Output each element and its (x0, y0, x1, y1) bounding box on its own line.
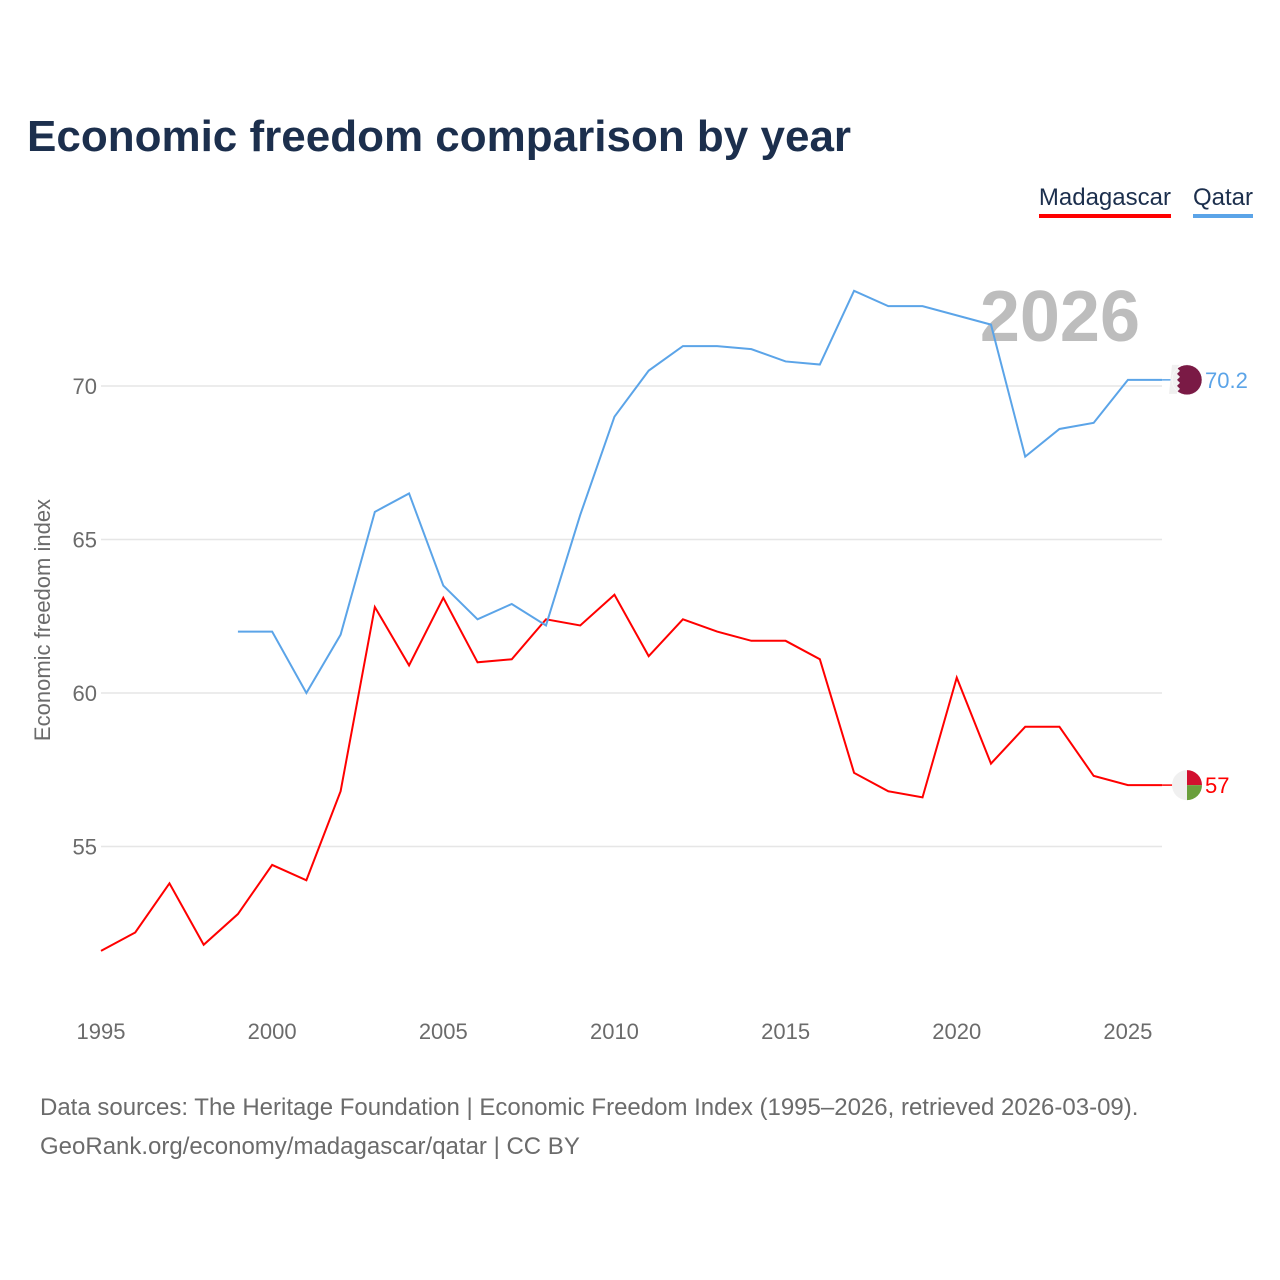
y-tick-label: 55 (73, 835, 97, 860)
series-line-qatar (237, 289, 1163, 696)
x-tick-label: 2005 (419, 1019, 468, 1044)
source-line-1: Data sources: The Heritage Foundation | … (40, 1094, 1139, 1121)
x-tick-label: 2020 (932, 1019, 981, 1044)
x-tick-label: 2010 (590, 1019, 639, 1044)
end-value-label: 70.2 (1205, 368, 1248, 393)
x-tick-label: 1995 (77, 1019, 126, 1044)
qatar-flag-icon (1169, 364, 1203, 396)
series-line-madagascar (100, 593, 1163, 952)
source-note: Data sources: The Heritage Foundation | … (40, 1088, 1138, 1166)
y-tick-label: 65 (73, 528, 97, 553)
legend: Madagascar Qatar (1038, 184, 1253, 218)
year-watermark: 2026 (980, 277, 1140, 357)
chart-title: Economic freedom comparison by year (27, 112, 852, 161)
madagascar-flag-icon (1172, 770, 1202, 801)
source-line-2[interactable]: GeoRank.org/economy/madagascar/qatar | C… (40, 1133, 580, 1160)
y-tick-label: 70 (73, 374, 97, 399)
x-tick-label: 2025 (1103, 1019, 1152, 1044)
y-tick-label: 60 (73, 681, 97, 706)
y-axis-label: Economic freedom index (30, 499, 55, 741)
x-tick-label: 2015 (761, 1019, 810, 1044)
end-value-label: 57 (1205, 773, 1229, 798)
legend-qatar[interactable]: Qatar (1192, 184, 1253, 218)
x-tick-label: 2000 (248, 1019, 297, 1044)
legend-madagascar[interactable]: Madagascar (1038, 184, 1171, 218)
